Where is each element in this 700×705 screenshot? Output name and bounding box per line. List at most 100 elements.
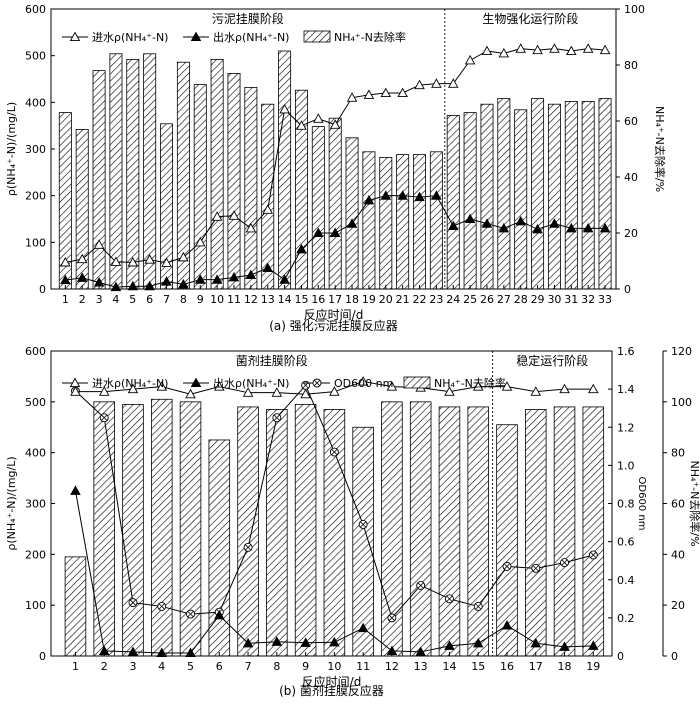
- x-tick-label: 13: [261, 293, 275, 306]
- effluent-point: [599, 222, 611, 233]
- influent-point: [397, 87, 408, 98]
- removal-rate-bar: [438, 406, 461, 657]
- y-mid-axis-label: OD600 nm: [636, 477, 647, 531]
- effluent-point: [481, 218, 493, 228]
- y-left-tick-label: 100: [25, 599, 46, 612]
- y-right-tick-label: 20: [624, 227, 638, 240]
- removal-rate-bar: [396, 154, 410, 290]
- od-point: [387, 613, 397, 623]
- od-point-cross: [417, 582, 424, 589]
- x-tick-label: 5: [129, 293, 136, 306]
- removal-rate-bar: [323, 409, 346, 657]
- y-right-tick-label: 60: [624, 115, 638, 128]
- removal-rate-bar: [210, 59, 224, 290]
- removal-rate-bar: [379, 156, 393, 290]
- x-tick-label: 10: [210, 293, 224, 306]
- x-tick-label: 22: [413, 293, 427, 306]
- effluent-point: [245, 269, 257, 280]
- y-mid-tick-label: 1.2: [617, 421, 635, 434]
- od-point-cross: [129, 599, 137, 606]
- removal-rate-bar: [553, 406, 576, 657]
- y-right-tick-label: 40: [624, 171, 638, 184]
- effluent-point: [313, 227, 324, 238]
- x-tick-label: 12: [385, 660, 399, 673]
- legend-label: 进水ρ(NH₄⁺-N): [92, 377, 168, 390]
- od-point: [445, 594, 454, 604]
- x-tick-label: 26: [480, 293, 494, 306]
- effluent-point: [363, 194, 375, 205]
- x-axis-label: 反应时间/d: [304, 307, 364, 322]
- od-point-cross: [187, 610, 194, 618]
- legend-label: 出水ρ(NH₄⁺-N): [213, 376, 289, 390]
- y-right-tick-label: 0: [671, 650, 678, 663]
- phase-label: 污泥挂膜阶段: [212, 11, 284, 26]
- od-point: [560, 558, 569, 568]
- x-tick-label: 9: [197, 293, 204, 306]
- y-mid-tick-label: 0.8: [617, 498, 635, 511]
- x-tick-label: 17: [328, 293, 342, 306]
- legend-marker: [69, 31, 81, 42]
- x-tick-label: 3: [96, 293, 103, 306]
- influent-point: [313, 113, 324, 123]
- effluent-point: [329, 636, 340, 647]
- y-left-tick-label: 0: [39, 650, 46, 663]
- effluent-point: [472, 637, 484, 648]
- phase-label: 稳定运行阶段: [516, 353, 588, 368]
- y-mid-tick-label: 0: [617, 650, 624, 663]
- x-tick-label: 13: [414, 660, 428, 673]
- influent-point: [549, 43, 560, 53]
- y-left-tick-label: 200: [25, 548, 46, 561]
- x-tick-label: 18: [558, 660, 572, 673]
- influent-point: [242, 387, 254, 397]
- x-tick-label: 4: [158, 660, 165, 673]
- influent-point: [588, 383, 599, 394]
- removal-rate-bar: [193, 84, 207, 290]
- effluent-point: [76, 272, 88, 282]
- y-left-tick-label: 300: [25, 498, 46, 511]
- removal-rate-bar: [409, 401, 432, 657]
- legend-swatch: [403, 376, 431, 389]
- chart-a: 污泥挂膜阶段 生物强化运行阶段 0 100 200 300 400 500 600 0 20 40 60…: [5, 3, 667, 333]
- y-right-tick-label: 80: [671, 447, 685, 460]
- x-tick-label: 24: [446, 293, 460, 306]
- removal-rate-bar: [352, 426, 374, 657]
- legend-label: 出水ρ(NH₄⁺-N): [213, 30, 289, 44]
- od-point: [416, 581, 426, 590]
- od-point: [502, 561, 512, 571]
- x-tick-label: 1: [62, 293, 69, 306]
- influent-point: [178, 251, 189, 262]
- x-tick-label: 21: [396, 293, 410, 306]
- removal-rate-bar: [564, 101, 578, 290]
- removal-rate-bar: [598, 98, 612, 290]
- removal-rate-bar: [547, 103, 561, 290]
- removal-rate-bar: [244, 87, 258, 290]
- effluent-point: [566, 222, 577, 233]
- influent-point: [70, 386, 81, 396]
- influent-point: [300, 388, 311, 399]
- chart-caption: (b) 菌剂挂膜反应器: [279, 683, 384, 698]
- influent-point: [228, 210, 240, 220]
- removal-rate-bar: [514, 109, 528, 290]
- effluent-point: [242, 637, 254, 648]
- od-point: [358, 520, 368, 529]
- od-point: [588, 550, 598, 560]
- chart-b: 菌剂挂膜阶段 稳定运行阶段0100200300400500600020406080…: [5, 345, 700, 698]
- y-left-tick-label: 400: [25, 447, 46, 460]
- legend-swatch: [303, 30, 331, 43]
- x-tick-label: 15: [471, 660, 485, 673]
- influent-point: [515, 43, 526, 53]
- x-axis-label: 反应时间/d: [302, 674, 362, 689]
- y-right-axis-label: NH₄⁺-N去除率/%: [653, 106, 667, 192]
- y-right-tick-label: 0: [624, 283, 631, 296]
- influent-point: [127, 383, 139, 394]
- removal-rate-bar: [480, 103, 494, 290]
- removal-rate-bar: [531, 98, 545, 290]
- removal-rate-bar: [429, 151, 443, 290]
- legend-label: NH₄⁺-N去除率: [334, 30, 406, 44]
- od-point: [272, 413, 282, 423]
- influent-point: [582, 43, 594, 53]
- removal-rate-bar: [581, 101, 595, 290]
- y-left-tick-label: 600: [25, 345, 46, 358]
- influent-point: [271, 387, 283, 397]
- effluent-point: [271, 636, 283, 646]
